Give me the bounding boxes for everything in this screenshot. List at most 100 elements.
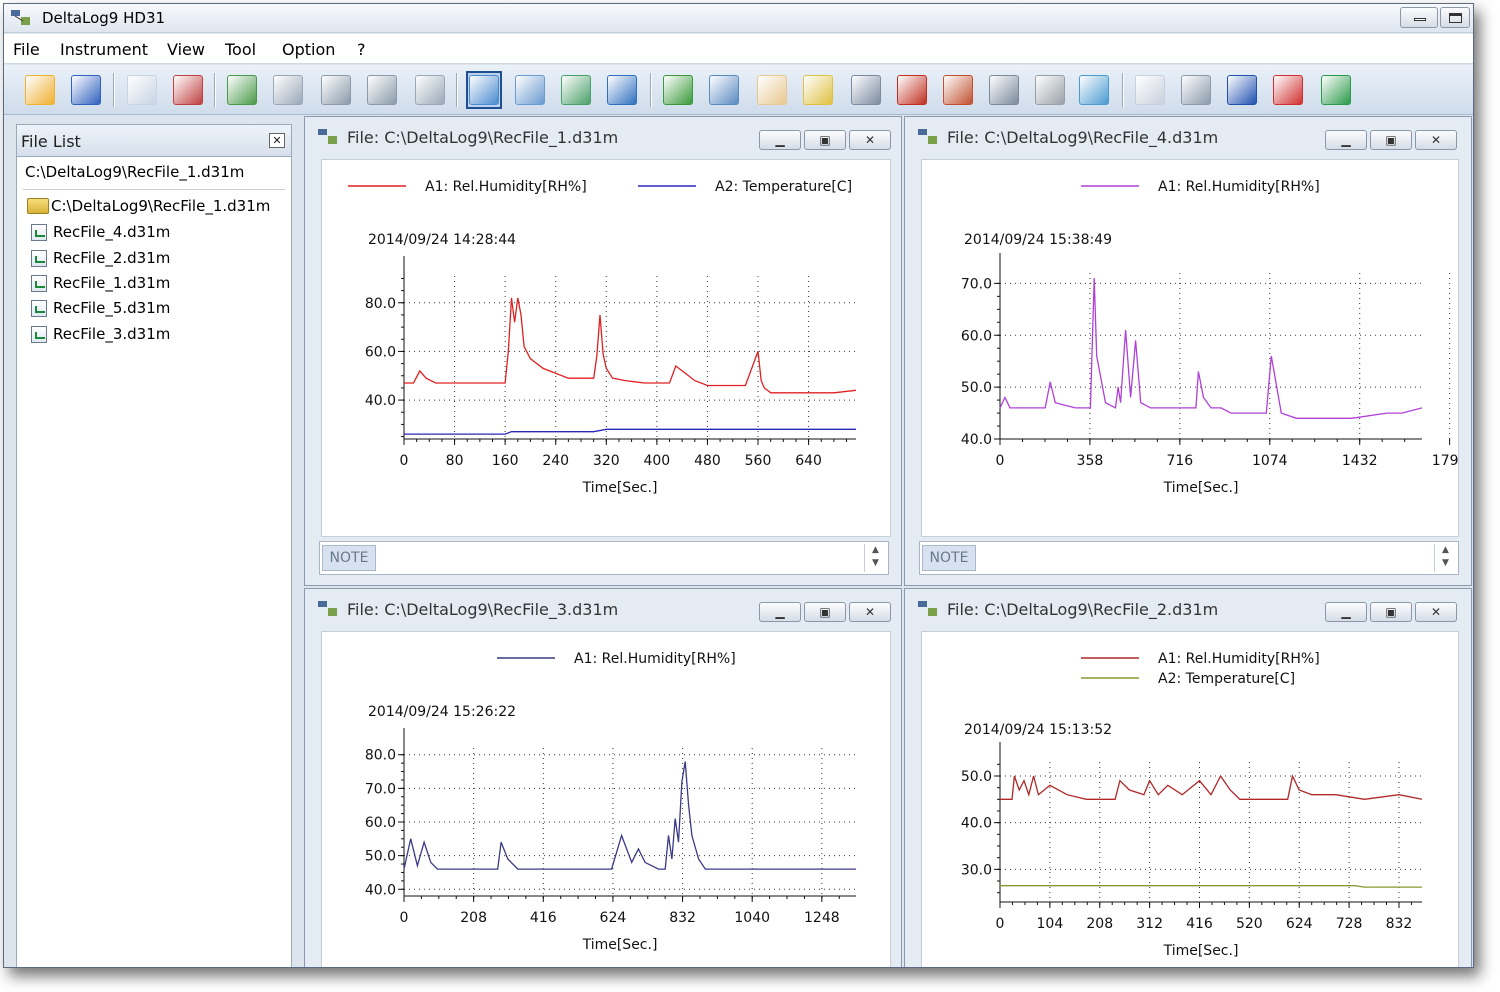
x-axis-label: Time[Sec.] — [1163, 480, 1239, 496]
channel-2-button[interactable] — [940, 71, 976, 109]
data-file-icon — [31, 299, 47, 317]
app-icon — [11, 10, 30, 25]
statistics-icon — [1321, 75, 1351, 105]
copy-button[interactable] — [1132, 71, 1168, 109]
export-excel-button[interactable] — [1178, 71, 1214, 109]
x-tick-label: 1074 — [1252, 453, 1288, 469]
tree-item-file[interactable]: RecFile_4.d31m — [31, 223, 170, 241]
x-axis-label: Time[Sec.] — [582, 480, 658, 496]
note-scrollbar[interactable]: ▲ ▼ — [1434, 544, 1456, 572]
chart-window-title: File: C:\DeltaLog9\RecFile_3.d31m — [347, 600, 619, 619]
marker-icon — [989, 75, 1019, 105]
note-field[interactable]: NOTE ▲ ▼ — [919, 541, 1459, 575]
menu-option[interactable]: Option — [282, 40, 336, 59]
chart-recfile-4: A1: Rel.Humidity[RH%] 2014/09/24 15:38:49… — [921, 159, 1459, 537]
menu-help[interactable]: ? — [357, 40, 366, 59]
dual-chart-button[interactable] — [558, 71, 594, 109]
add-file-button[interactable] — [124, 71, 160, 109]
x-tick-label: 160 — [492, 453, 519, 469]
download-button[interactable] — [224, 71, 260, 109]
chart-window-titlebar[interactable]: File: C:\DeltaLog9\RecFile_4.d31m ▁ ▣ ✕ — [905, 117, 1471, 157]
x-tick-label: 480 — [694, 453, 721, 469]
x-tick-label: 416 — [530, 910, 557, 926]
legend-label: A1: Rel.Humidity[RH%] — [1158, 651, 1320, 667]
maximize-button[interactable]: ▣ — [1370, 602, 1412, 622]
probe-config-button[interactable] — [412, 71, 448, 109]
close-panel-button[interactable]: ✕ — [269, 133, 285, 148]
tree-item-file[interactable]: RecFile_5.d31m — [31, 299, 170, 317]
delete-file-button[interactable] — [170, 71, 206, 109]
probe-config-icon — [415, 75, 445, 105]
save-button[interactable] — [68, 71, 104, 109]
x-tick-label: 624 — [1286, 916, 1313, 932]
edit-note-button[interactable] — [800, 71, 836, 109]
chart-window-titlebar[interactable]: File: C:\DeltaLog9\RecFile_3.d31m ▁ ▣ ✕ — [305, 589, 901, 629]
x-tick-label: 0 — [996, 916, 1005, 932]
chart-window-titlebar[interactable]: File: C:\DeltaLog9\RecFile_1.d31m ▁ ▣ ✕ — [305, 117, 901, 157]
close-button[interactable]: ✕ — [849, 602, 891, 622]
y-tick-label: 30.0 — [961, 862, 992, 878]
zoom-in-button[interactable] — [660, 71, 696, 109]
channel-1-button[interactable] — [894, 71, 930, 109]
file-list-header: File List ✕ — [17, 125, 291, 157]
close-button[interactable]: ✕ — [1415, 130, 1457, 150]
cursor-button[interactable] — [1032, 71, 1068, 109]
x-tick-label: 0 — [996, 453, 1005, 469]
tree-item-file[interactable]: RecFile_1.d31m — [31, 274, 170, 292]
marker-button[interactable] — [986, 71, 1022, 109]
close-button[interactable]: ✕ — [849, 130, 891, 150]
series-line — [404, 428, 856, 435]
note-field[interactable]: NOTE ▲ ▼ — [319, 541, 889, 575]
file-window-icon — [918, 129, 937, 144]
tree-root-folder[interactable]: C:\DeltaLog9\RecFile_1.d31m — [27, 197, 270, 215]
y-tick-label: 60.0 — [365, 344, 396, 360]
minimize-button[interactable]: ▁ — [1325, 130, 1367, 150]
menu-view[interactable]: View — [167, 40, 205, 59]
table-view-button[interactable] — [512, 71, 548, 109]
fit-chart-button[interactable] — [1076, 71, 1112, 109]
pan-hand-button[interactable] — [754, 71, 790, 109]
export-word-button[interactable] — [1224, 71, 1260, 109]
maximize-button[interactable]: ▣ — [1370, 130, 1412, 150]
maximize-button[interactable]: ▣ — [804, 602, 846, 622]
x-tick-label: 1040 — [734, 910, 770, 926]
menu-tool[interactable]: Tool — [225, 40, 257, 59]
minimize-button[interactable] — [1400, 7, 1438, 28]
probe-button[interactable] — [364, 71, 400, 109]
settings-gear-button[interactable] — [318, 71, 354, 109]
chart-view-button[interactable] — [466, 71, 502, 109]
y-tick-label: 70.0 — [365, 781, 396, 797]
file-window-icon — [318, 129, 337, 144]
chart-window-recfile-3: File: C:\DeltaLog9\RecFile_3.d31m ▁ ▣ ✕ … — [304, 588, 902, 967]
menu-file[interactable]: File — [13, 40, 40, 59]
table-view-icon — [515, 75, 545, 105]
connect-button[interactable] — [270, 71, 306, 109]
note-scrollbar[interactable]: ▲ ▼ — [864, 544, 886, 572]
x-tick-label: 728 — [1336, 916, 1363, 932]
chart-window-title: File: C:\DeltaLog9\RecFile_1.d31m — [347, 128, 619, 147]
statistics-button[interactable] — [1318, 71, 1354, 109]
close-button[interactable]: ✕ — [1415, 602, 1457, 622]
minimize-button[interactable]: ▁ — [759, 602, 801, 622]
x-tick-label: 312 — [1136, 916, 1163, 932]
menu-instrument[interactable]: Instrument — [60, 40, 149, 59]
minimize-button[interactable]: ▁ — [759, 130, 801, 150]
minimize-button[interactable]: ▁ — [1325, 602, 1367, 622]
maximize-button[interactable]: ▣ — [804, 130, 846, 150]
properties-button[interactable] — [848, 71, 884, 109]
open-folder-icon — [25, 75, 55, 105]
probe-icon — [367, 75, 397, 105]
restore-button[interactable] — [1440, 7, 1470, 28]
tree-item-file[interactable]: RecFile_3.d31m — [31, 325, 170, 343]
y-tick-label: 50.0 — [961, 769, 992, 785]
minimize-icon — [1414, 18, 1426, 21]
tree-item-file[interactable]: RecFile_2.d31m — [31, 249, 170, 267]
legend-label: A1: Rel.Humidity[RH%] — [425, 179, 587, 195]
y-tick-label: 60.0 — [365, 815, 396, 831]
file-list-panel: File List ✕ C:\DeltaLog9\RecFile_1.d31m … — [16, 124, 292, 967]
open-folder-button[interactable] — [22, 71, 58, 109]
info-button[interactable] — [604, 71, 640, 109]
export-pdf-button[interactable] — [1270, 71, 1306, 109]
chart-window-titlebar[interactable]: File: C:\DeltaLog9\RecFile_2.d31m ▁ ▣ ✕ — [905, 589, 1471, 629]
zoom-out-button[interactable] — [706, 71, 742, 109]
